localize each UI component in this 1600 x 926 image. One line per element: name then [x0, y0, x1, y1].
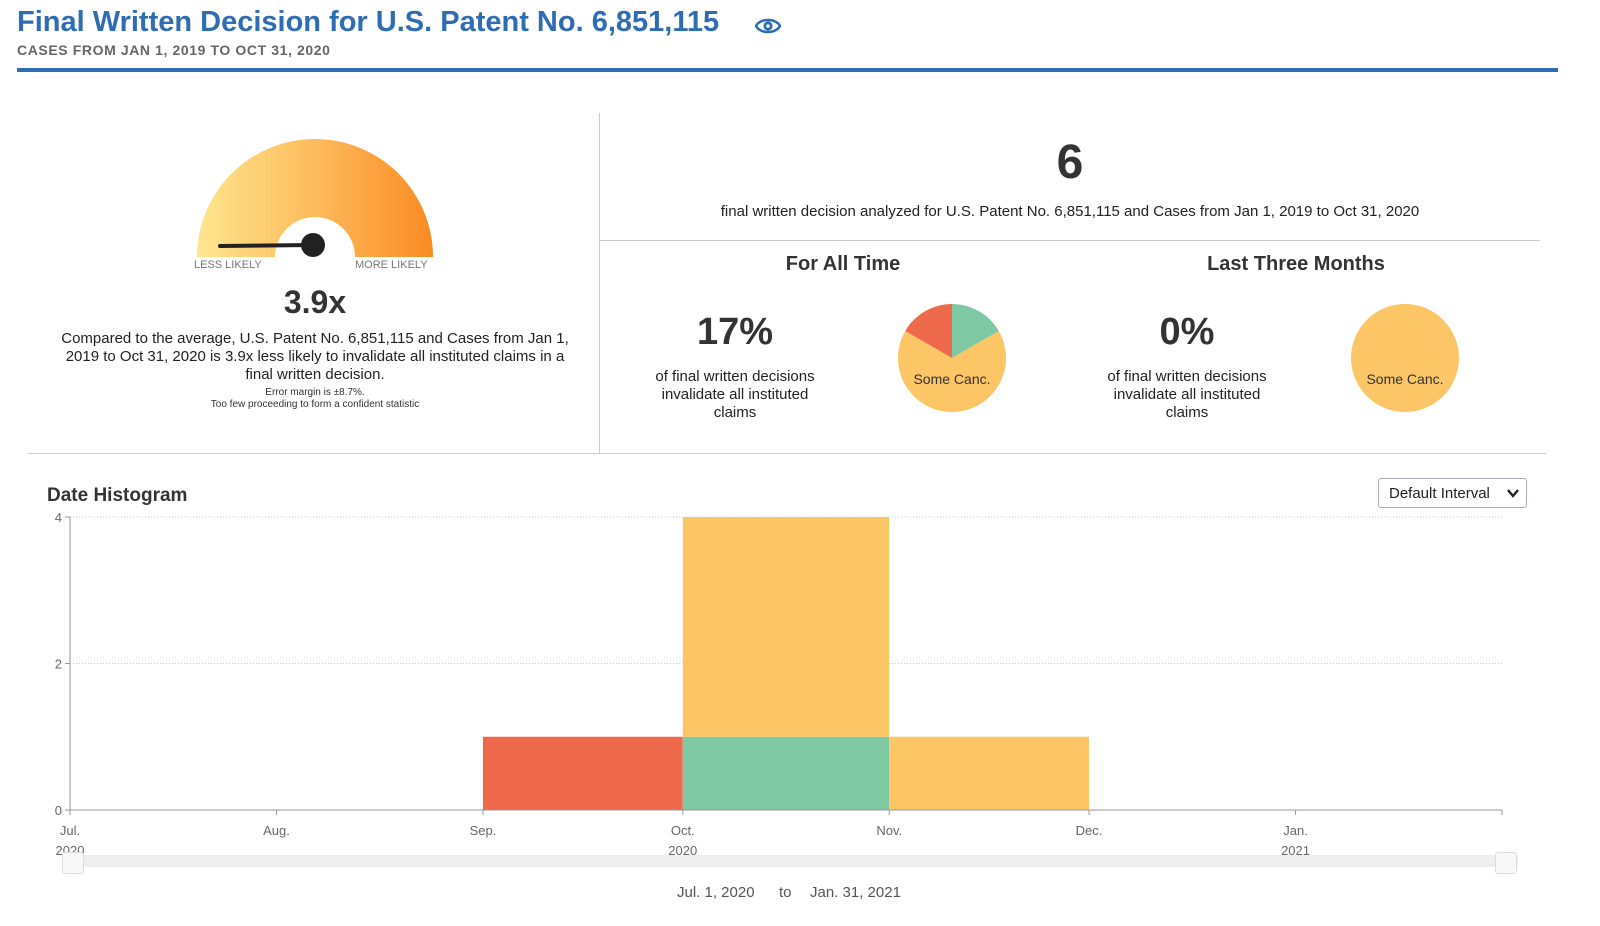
pie-slice-some	[898, 330, 1006, 412]
page-title: Final Written Decision for U.S. Patent N…	[17, 6, 720, 38]
last-three-months-title: Last Three Months	[1207, 253, 1385, 275]
last-three-months-pie-chart: Some Canc.	[1351, 304, 1459, 412]
last-three-months-percent: 0%	[1159, 311, 1215, 353]
pie-slice-none	[905, 304, 953, 358]
interval-dropdown[interactable]: Default Interval	[1378, 478, 1527, 508]
vertical-divider	[599, 113, 600, 453]
less-likely-label: LESS LIKELY	[194, 259, 262, 271]
decision-count-description: final written decision analyzed for U.S.…	[720, 203, 1420, 220]
likelihood-gauge	[197, 139, 433, 257]
date-range-slider[interactable]	[62, 855, 1518, 867]
y-tick-label: 0	[55, 803, 62, 818]
all-time-description: of final written decisions invalidate al…	[655, 368, 815, 421]
range-separator: to	[779, 884, 792, 901]
histogram-bar[interactable]	[682, 517, 890, 737]
x-tick-label: Sep.	[470, 823, 497, 838]
range-start-date: Jul. 1, 2020	[677, 884, 755, 901]
y-tick-label: 4	[55, 510, 62, 525]
range-end-date: Jan. 31, 2021	[810, 884, 901, 901]
page-header: Final Written Decision for U.S. Patent N…	[17, 0, 1558, 72]
section-divider	[28, 453, 1546, 454]
gauge-needle	[218, 243, 315, 248]
histogram-title: Date Histogram	[47, 485, 188, 506]
all-time-title: For All Time	[785, 253, 901, 275]
x-tick-label: Jan.	[1283, 823, 1308, 838]
likelihood-value: 3.9x	[283, 284, 347, 320]
pie-slice-some	[1351, 304, 1459, 412]
interval-dropdown-value: Default Interval	[1389, 485, 1490, 502]
slider-handle-end[interactable]	[1495, 852, 1517, 874]
summary-divider	[600, 240, 1540, 241]
all-time-pie-chart: Some Canc.	[898, 304, 1006, 412]
decision-count: 6	[1056, 136, 1084, 189]
confidence-note: Too few proceeding to form a confident s…	[210, 399, 420, 410]
all-time-percent: 17%	[696, 311, 774, 353]
histogram-bar[interactable]	[482, 736, 683, 810]
comparison-text: Compared to the average, U.S. Patent No.…	[61, 330, 569, 383]
x-tick-year-label: 2020	[668, 843, 697, 855]
x-tick-label: Dec.	[1076, 823, 1103, 838]
page-subtitle: CASES FROM JAN 1, 2019 TO OCT 31, 2020	[17, 42, 331, 58]
pie-slice-all	[952, 304, 999, 358]
last-three-months-description: of final written decisions invalidate al…	[1107, 368, 1267, 421]
x-tick-year-label: 2021	[1281, 843, 1310, 855]
y-tick-label: 2	[55, 657, 62, 672]
x-tick-label: Jul.	[60, 823, 80, 838]
more-likely-label: MORE LIKELY	[355, 259, 428, 271]
gauge-pivot	[301, 233, 325, 257]
last-three-months-pie-label: Some Canc.	[1366, 371, 1443, 387]
all-time-pie-label: Some Canc.	[913, 371, 990, 387]
histogram-bar[interactable]	[682, 736, 890, 810]
eye-icon[interactable]	[755, 14, 781, 38]
x-tick-label: Nov.	[876, 823, 902, 838]
x-tick-label: Aug.	[263, 823, 290, 838]
chevron-down-icon	[1507, 489, 1519, 498]
slider-handle-start[interactable]	[62, 852, 84, 874]
x-tick-label: Oct.	[671, 823, 695, 838]
histogram-bar[interactable]	[889, 736, 1090, 810]
error-margin-note: Error margin is ±8.7%.	[265, 387, 365, 398]
